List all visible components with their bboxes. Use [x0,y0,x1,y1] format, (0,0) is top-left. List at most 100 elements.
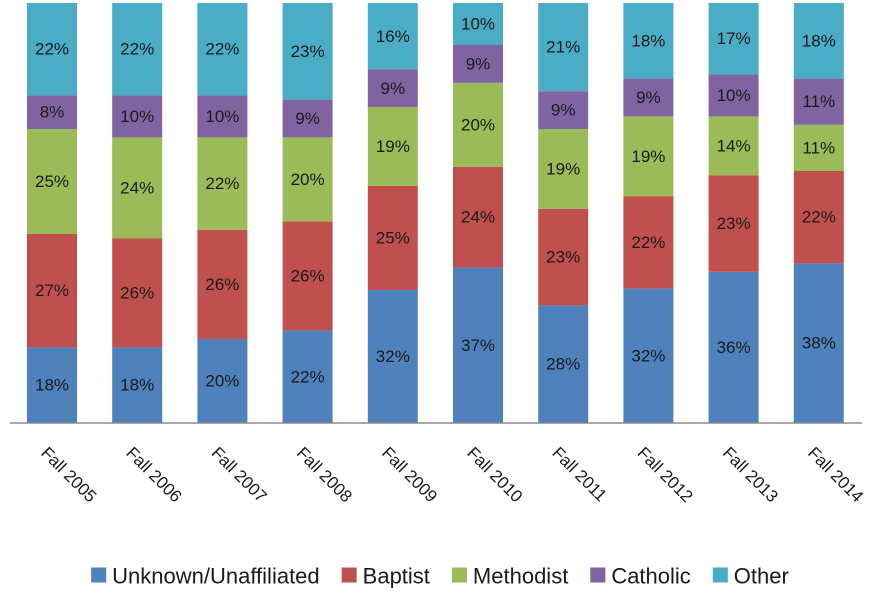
x-tick-label-fall-2014: Fall 2014 [804,443,867,506]
bar-methodist-fall-2011 [538,129,589,209]
data-label-unknown-unaffiliated-fall-2014: 38% [802,334,836,353]
legend: Unknown/Unaffiliated Baptist Methodist Cath… [91,564,789,589]
legend-swatch-other [712,567,728,583]
x-tick-label-fall-2011: Fall 2011 [548,443,610,505]
bar-catholic-fall-2006 [112,95,163,138]
bar-methodist-fall-2014 [793,124,844,171]
data-label-baptist-fall-2014: 22% [802,208,836,227]
legend-label-other: Other [734,564,789,589]
bar-other-fall-2009 [367,3,418,70]
data-label-baptist-fall-2010: 24% [461,208,495,227]
data-label-unknown-unaffiliated-fall-2009: 32% [376,347,410,366]
legend-item-other: Other [712,564,789,589]
x-tick-label-fall-2009: Fall 2009 [378,443,441,506]
data-label-baptist-fall-2012: 22% [631,233,665,252]
legend-item-methodist: Methodist [451,564,568,589]
bar-catholic-fall-2013 [708,74,759,117]
data-label-catholic-fall-2008: 9% [295,109,320,128]
data-label-other-fall-2011: 21% [546,38,580,57]
data-label-unknown-unaffiliated-fall-2008: 22% [291,367,325,386]
data-label-methodist-fall-2009: 19% [376,137,410,156]
data-label-baptist-fall-2007: 26% [205,275,239,294]
data-label-methodist-fall-2008: 20% [291,170,325,189]
data-label-methodist-fall-2010: 20% [461,115,495,134]
bar-methodist-fall-2012 [623,116,674,197]
legend-swatch-methodist [451,567,467,583]
data-label-other-fall-2012: 18% [631,31,665,50]
legend-label-methodist: Methodist [473,564,568,589]
bar-catholic-fall-2008 [282,99,333,138]
bar-other-fall-2007 [197,3,248,96]
data-label-baptist-fall-2011: 23% [546,248,580,267]
data-label-catholic-fall-2013: 10% [717,86,751,105]
bar-baptist-fall-2010 [453,166,503,268]
data-label-unknown-unaffiliated-fall-2006: 18% [120,376,154,395]
bar-catholic-fall-2012 [623,78,674,117]
bar-other-fall-2010 [453,3,503,45]
bar-unknown-unaffiliated-fall-2011 [538,305,589,423]
bar-baptist-fall-2005 [27,234,77,348]
legend-item-baptist: Baptist [341,564,430,589]
data-label-other-fall-2010: 10% [461,15,495,34]
bar-methodist-fall-2010 [453,82,503,167]
data-label-other-fall-2009: 16% [376,27,410,46]
bar-baptist-fall-2013 [708,175,759,272]
bar-methodist-fall-2005 [27,129,77,234]
bar-unknown-unaffiliated-fall-2005 [27,347,77,423]
segment-labels-layer: 18% 27% 25% 8% 22% 18% 26% 24% 10% 22% 20% 26% 22% 10… [35,15,836,395]
legend-item-catholic: Catholic [590,564,691,589]
data-label-baptist-fall-2006: 26% [120,283,154,302]
legend-label-catholic: Catholic [611,564,690,589]
legend-swatch-baptist [341,567,357,583]
bar-baptist-fall-2009 [367,185,418,290]
bar-unknown-unaffiliated-fall-2013 [708,271,759,423]
bar-unknown-unaffiliated-fall-2012 [623,288,674,423]
bar-baptist-fall-2011 [538,208,589,306]
x-tick-label-fall-2005: Fall 2005 [37,443,100,506]
data-label-catholic-fall-2010: 9% [466,54,491,73]
data-label-methodist-fall-2014: 11% [802,138,835,157]
legend-swatch-catholic [590,567,606,583]
bar-unknown-unaffiliated-fall-2009 [367,289,418,423]
bar-methodist-fall-2009 [367,106,418,186]
bar-unknown-unaffiliated-fall-2014 [793,263,844,423]
data-label-baptist-fall-2009: 25% [376,228,410,247]
data-label-other-fall-2008: 23% [291,42,325,61]
data-label-other-fall-2005: 22% [35,40,69,59]
x-tick-labels: Fall 2005 Fall 2006 Fall 2007 Fall 2008 Fall… [37,443,867,506]
data-label-unknown-unaffiliated-fall-2013: 36% [717,338,751,357]
data-label-catholic-fall-2007: 10% [205,107,239,126]
bar-baptist-fall-2008 [282,221,333,331]
data-label-catholic-fall-2012: 9% [636,88,661,107]
data-label-methodist-fall-2006: 24% [120,178,154,197]
bar-catholic-fall-2009 [367,69,418,107]
data-label-catholic-fall-2009: 9% [381,79,406,98]
data-label-catholic-fall-2011: 9% [551,101,576,120]
data-label-unknown-unaffiliated-fall-2011: 28% [546,355,580,374]
bar-unknown-unaffiliated-fall-2008 [282,330,333,423]
bar-methodist-fall-2008 [282,137,333,222]
bar-catholic-fall-2014 [793,78,844,125]
bar-unknown-unaffiliated-fall-2006 [112,347,163,423]
data-label-catholic-fall-2006: 10% [120,107,154,126]
bar-catholic-fall-2007 [197,95,248,138]
bar-baptist-fall-2012 [623,196,674,289]
data-label-methodist-fall-2012: 19% [631,147,665,166]
bar-methodist-fall-2006 [112,137,163,239]
legend-swatch-unknown-unaffiliated [91,567,107,583]
data-label-baptist-fall-2008: 26% [291,267,325,286]
data-label-baptist-fall-2005: 27% [35,281,69,300]
x-tick-label-fall-2013: Fall 2013 [719,443,782,506]
legend-label-baptist: Baptist [363,564,430,589]
x-tick-label-fall-2006: Fall 2006 [122,443,185,506]
data-label-catholic-fall-2014: 11% [802,92,835,111]
bar-catholic-fall-2011 [538,91,589,129]
x-tick-label-fall-2010: Fall 2010 [463,443,526,506]
data-label-methodist-fall-2013: 14% [717,136,751,155]
x-tick-label-fall-2008: Fall 2008 [293,443,356,506]
x-tick-label-fall-2007: Fall 2007 [208,443,271,506]
data-label-other-fall-2006: 22% [120,40,154,59]
bar-unknown-unaffiliated-fall-2007 [197,339,248,423]
data-label-unknown-unaffiliated-fall-2005: 18% [35,376,69,395]
